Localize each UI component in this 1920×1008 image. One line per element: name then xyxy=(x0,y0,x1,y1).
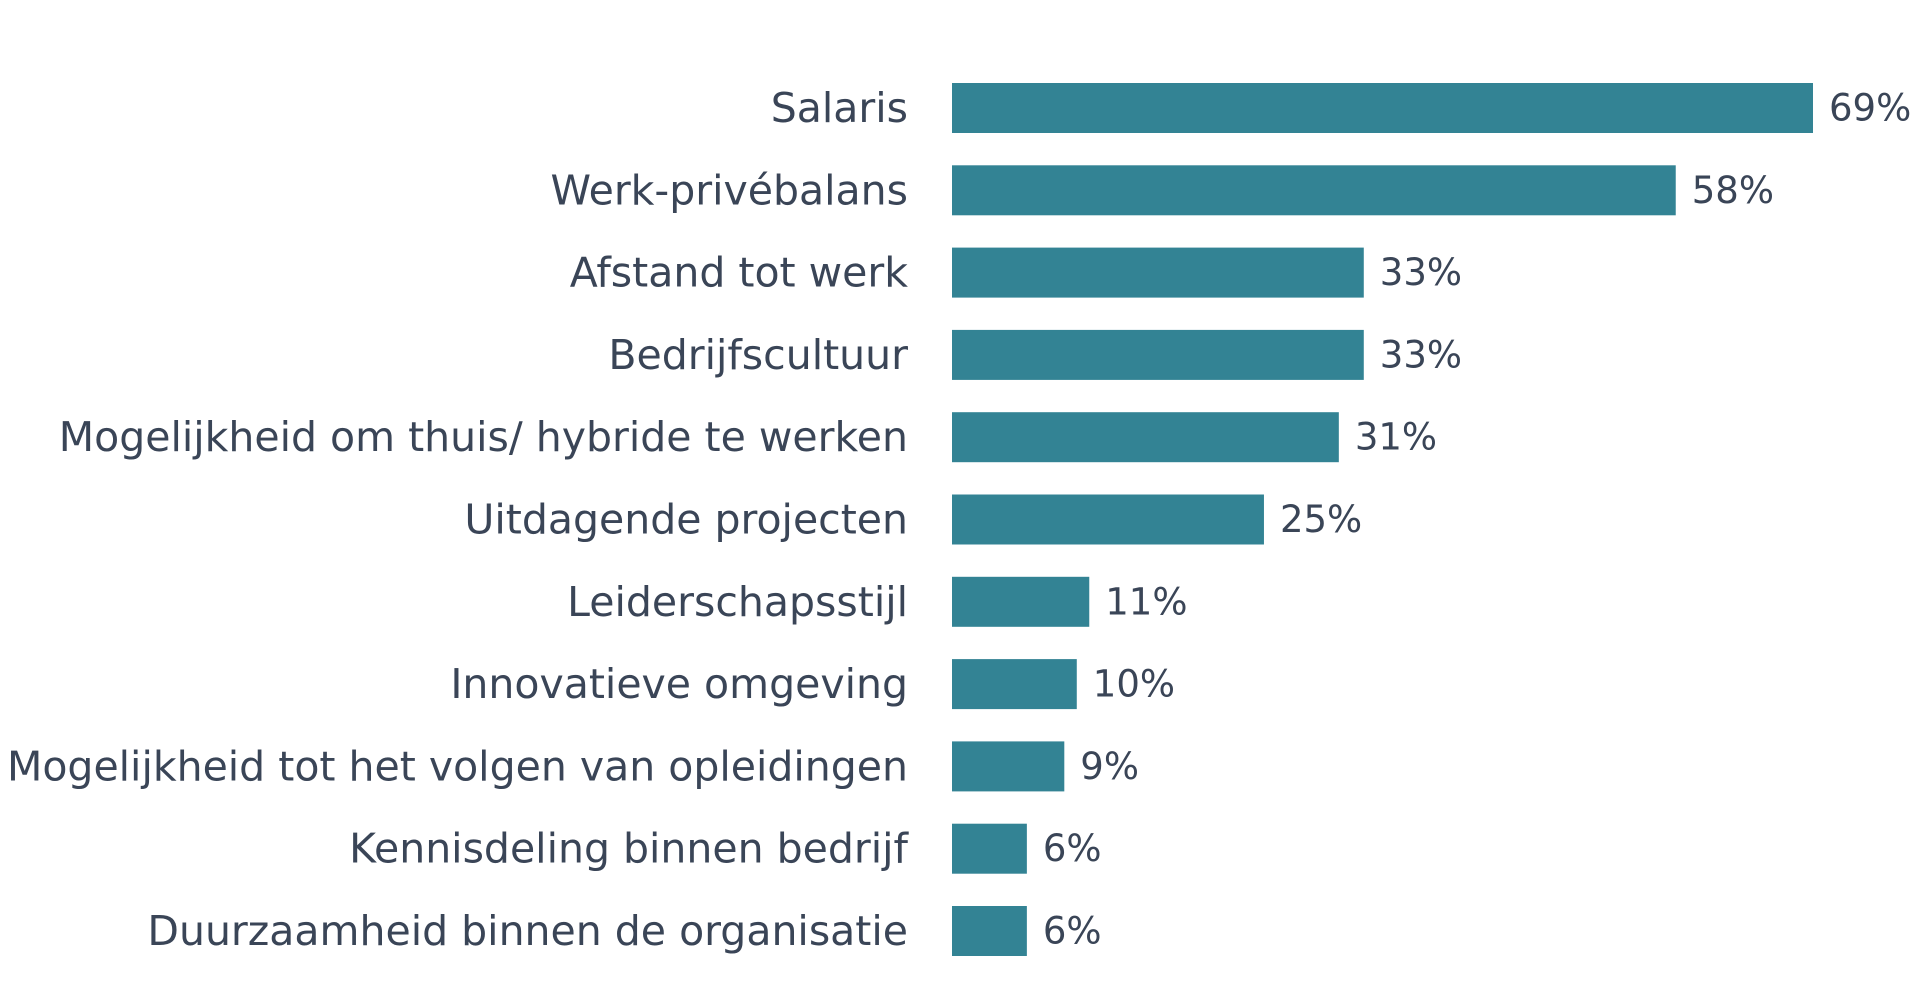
category-label: Salaris xyxy=(771,84,908,132)
value-label: 31% xyxy=(1355,416,1437,459)
value-labels: 69% 58% 33% 33% 31% 25% 11% 10% 9% 6% 6% xyxy=(1043,87,1911,953)
bar xyxy=(952,576,1090,627)
value-label: 11% xyxy=(1105,580,1187,623)
category-label: Werk-privébalans xyxy=(550,166,908,214)
bar xyxy=(952,906,1027,956)
value-label: 10% xyxy=(1093,663,1175,706)
category-label: Duurzaamheid binnen de organisatie xyxy=(147,907,908,955)
bar xyxy=(952,83,1813,133)
value-label: 33% xyxy=(1380,251,1462,294)
category-label: Leiderschapsstijl xyxy=(567,578,908,626)
category-label: Afstand tot werk xyxy=(570,249,909,297)
bar xyxy=(952,494,1264,545)
bar xyxy=(952,659,1077,710)
value-label: 58% xyxy=(1692,169,1774,212)
bar xyxy=(952,329,1364,380)
bar xyxy=(952,165,1676,216)
category-label: Bedrijfscultuur xyxy=(608,331,908,379)
value-label: 6% xyxy=(1043,827,1102,870)
value-label: 69% xyxy=(1829,87,1911,130)
category-label: Mogelijkheid tot het volgen van opleidin… xyxy=(7,742,908,790)
value-label: 6% xyxy=(1043,910,1102,953)
value-label: 25% xyxy=(1280,498,1362,541)
bar xyxy=(952,247,1364,298)
value-label: 9% xyxy=(1080,745,1139,788)
bar xyxy=(952,412,1339,463)
bar xyxy=(952,823,1027,874)
category-label: Kennisdeling binnen bedrijf xyxy=(349,825,909,873)
category-label: Uitdagende projecten xyxy=(464,496,908,544)
bar xyxy=(952,741,1065,792)
category-label: Innovatieve omgeving xyxy=(450,660,908,708)
category-label: Mogelijkheid om thuis/ hybride te werken xyxy=(59,413,908,461)
bars xyxy=(952,83,1813,956)
category-labels: Salaris Werk-privébalans Afstand tot werk B… xyxy=(7,84,910,955)
value-label: 33% xyxy=(1380,333,1462,376)
